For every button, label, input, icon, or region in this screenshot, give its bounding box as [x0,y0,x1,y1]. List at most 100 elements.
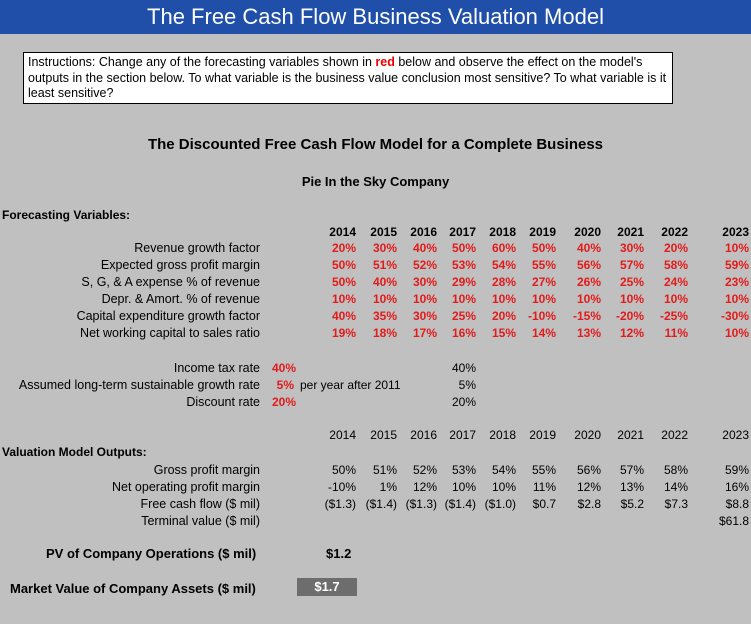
mv-label: Market Value of Company Assets ($ mil) [10,581,256,596]
forecast-input-cell[interactable]: 20% [331,241,356,255]
forecast-input-cell[interactable]: 30% [619,241,644,255]
forecast-input-cell[interactable]: 56% [576,258,601,272]
year-header: 2016 [410,225,437,239]
output-cell: 11% [532,480,556,494]
forecast-input-cell[interactable]: 50% [331,275,356,289]
forecast-input-cell[interactable]: 20% [663,241,688,255]
assumption-input-cell[interactable]: 20% [272,395,297,409]
forecast-input-cell[interactable]: 35% [372,309,397,323]
forecast-input-cell[interactable]: 27% [531,275,556,289]
forecast-input-cell[interactable]: -30% [720,309,749,323]
forecast-input-cell[interactable]: 18% [372,326,397,340]
output-cell: ($1.0) [484,497,516,511]
forecast-input-cell[interactable]: 28% [491,275,516,289]
forecast-input-cell[interactable]: 10% [531,292,556,306]
forecast-input-cell[interactable]: 60% [491,241,516,255]
forecast-input-cell[interactable]: 40% [331,309,356,323]
assumption-echo-value: 20% [451,395,476,409]
forecast-input-cell[interactable]: 55% [531,258,556,272]
output-cell: ($1.4) [365,497,397,511]
forecast-input-cell[interactable]: -10% [527,309,556,323]
forecast-input-cell[interactable]: 23% [724,275,749,289]
forecast-input-cell[interactable]: 10% [619,292,644,306]
forecast-input-cell[interactable]: 25% [451,309,476,323]
output-cell: 10% [491,480,516,494]
output-cell: $8.8 [725,497,749,511]
forecast-input-cell[interactable]: 17% [412,326,437,340]
forecast-input-cell[interactable]: 30% [412,275,437,289]
year-header: 2021 [617,225,644,239]
forecast-input-cell[interactable]: 58% [663,258,688,272]
output-cell: 12% [412,480,437,494]
year-header: 2019 [529,428,556,442]
assumption-label: Discount rate [186,395,260,409]
forecast-input-cell[interactable]: 26% [576,275,601,289]
pv-value: $1.2 [326,546,352,561]
output-cell: 51% [372,463,397,477]
output-cell: $5.2 [620,497,644,511]
assumption-input-cell[interactable]: 40% [272,361,297,375]
forecast-input-cell[interactable]: 10% [576,292,601,306]
forecast-input-cell[interactable]: 54% [491,258,516,272]
forecast-input-cell[interactable]: 52% [412,258,437,272]
forecast-input-cell[interactable]: 16% [451,326,476,340]
mv-value-cell[interactable]: $1.7 [297,578,357,596]
output-cell: $0.7 [532,497,556,511]
output-cell: ($1.3) [324,497,356,511]
forecast-input-cell[interactable]: -20% [615,309,644,323]
forecast-input-cell[interactable]: 11% [664,326,688,340]
output-cell: 12% [576,480,601,494]
assumption-input-cell[interactable]: 5% [276,378,294,392]
forecast-input-cell[interactable]: 20% [491,309,516,323]
assumption-echo-value: 40% [451,361,476,375]
year-header: 2014 [329,225,356,239]
outputs-section-label: Valuation Model Outputs: [2,445,147,459]
forecast-input-cell[interactable]: 10% [372,292,397,306]
forecast-input-cell[interactable]: 30% [412,309,437,323]
forecast-input-cell[interactable]: 10% [412,292,437,306]
output-cell: 10% [451,480,476,494]
forecast-input-cell[interactable]: 19% [331,326,356,340]
forecast-input-cell[interactable]: 40% [412,241,437,255]
forecast-input-cell[interactable]: -25% [659,309,688,323]
forecast-input-cell[interactable]: 10% [724,326,749,340]
forecast-input-cell[interactable]: 30% [372,241,397,255]
forecast-input-cell[interactable]: 12% [619,326,644,340]
forecast-input-cell[interactable]: 10% [724,241,749,255]
forecast-input-cell[interactable]: 40% [372,275,397,289]
year-header: 2017 [449,225,476,239]
assumption-echo-value: 5% [458,378,476,392]
output-cell: 55% [531,463,556,477]
output-cell: 16% [724,480,749,494]
forecast-input-cell[interactable]: 59% [724,258,749,272]
forecast-input-cell[interactable]: 51% [372,258,397,272]
forecast-input-cell[interactable]: 50% [531,241,556,255]
year-header: 2022 [661,225,688,239]
instructions-text-1: Instructions: Change any of the forecast… [28,55,376,69]
output-cell: 13% [619,480,644,494]
output-row-label: Terminal value ($ mil) [141,514,260,528]
forecast-input-cell[interactable]: 10% [724,292,749,306]
forecast-input-cell[interactable]: 40% [576,241,601,255]
forecast-input-cell[interactable]: 10% [451,292,476,306]
forecast-input-cell[interactable]: 57% [619,258,644,272]
forecast-input-cell[interactable]: -15% [572,309,601,323]
forecast-input-cell[interactable]: 10% [331,292,356,306]
output-cell: 14% [663,480,688,494]
output-cell: 1% [379,480,397,494]
forecast-input-cell[interactable]: 14% [531,326,556,340]
assumption-note: per year after 2011 [300,378,401,392]
forecast-input-cell[interactable]: 15% [491,326,516,340]
output-cell: 52% [412,463,437,477]
forecast-input-cell[interactable]: 10% [491,292,516,306]
forecast-input-cell[interactable]: 25% [619,275,644,289]
forecast-input-cell[interactable]: 50% [331,258,356,272]
forecast-input-cell[interactable]: 50% [451,241,476,255]
forecast-input-cell[interactable]: 13% [576,326,601,340]
forecast-input-cell[interactable]: 10% [663,292,688,306]
forecast-input-cell[interactable]: 29% [451,275,476,289]
year-header: 2022 [661,428,688,442]
forecast-input-cell[interactable]: 24% [663,275,688,289]
forecast-row-label: Depr. & Amort. % of revenue [101,292,260,306]
forecast-input-cell[interactable]: 53% [451,258,476,272]
